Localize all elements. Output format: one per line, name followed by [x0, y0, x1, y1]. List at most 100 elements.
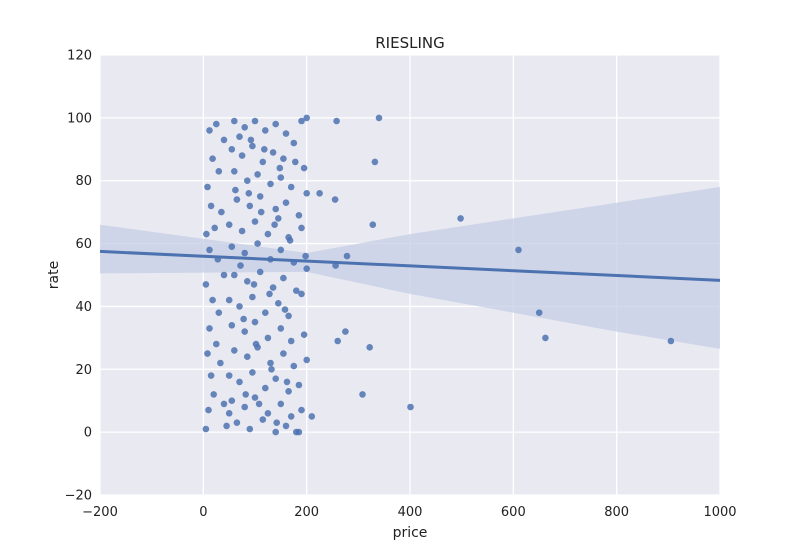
- data-point: [251, 117, 259, 125]
- data-point: [225, 221, 233, 228]
- data-point: [241, 249, 248, 257]
- x-tick-label: 200: [294, 505, 319, 520]
- x-tick-label: −200: [82, 505, 118, 520]
- data-point: [303, 356, 311, 364]
- data-point: [295, 212, 303, 219]
- data-point: [298, 290, 305, 298]
- data-point: [457, 215, 464, 222]
- data-point: [273, 419, 281, 427]
- regression-line: [99, 249, 721, 282]
- scatter-points: [202, 114, 675, 436]
- data-point: [269, 284, 277, 291]
- x-tick-label: 0: [199, 505, 207, 520]
- data-point: [334, 337, 342, 345]
- data-point: [204, 183, 211, 191]
- data-point: [333, 117, 340, 125]
- data-point: [298, 224, 305, 232]
- data-point: [215, 168, 223, 175]
- data-point: [207, 372, 215, 379]
- data-point: [277, 325, 285, 332]
- data-point: [542, 334, 549, 342]
- data-point: [359, 391, 366, 398]
- x-tick-label: 600: [501, 505, 526, 520]
- data-point: [259, 158, 267, 166]
- data-point: [237, 262, 244, 269]
- data-point: [247, 136, 255, 144]
- data-point: [209, 296, 216, 304]
- data-point: [249, 369, 256, 376]
- data-point: [300, 331, 308, 339]
- data-point: [375, 114, 383, 122]
- data-point: [286, 237, 294, 244]
- y-tick-label: 60: [75, 237, 92, 252]
- data-point: [241, 124, 248, 131]
- data-point: [280, 155, 287, 162]
- data-point: [287, 183, 295, 191]
- data-point: [251, 394, 259, 401]
- data-point: [241, 403, 248, 411]
- data-point: [293, 287, 300, 295]
- data-point: [241, 328, 248, 335]
- data-point: [298, 117, 305, 125]
- data-point: [231, 347, 238, 354]
- data-point: [303, 265, 311, 273]
- x-axis-label: price: [393, 525, 428, 541]
- x-tick-labels: −200 0 200 400 600 800 1000: [82, 505, 736, 520]
- data-point: [371, 158, 379, 166]
- data-point: [225, 410, 233, 417]
- data-point: [249, 142, 256, 150]
- data-point: [255, 400, 263, 408]
- data-point: [271, 221, 278, 228]
- data-point: [238, 152, 246, 159]
- data-point: [331, 196, 339, 203]
- data-point: [261, 146, 268, 153]
- data-point: [264, 410, 272, 417]
- data-point: [259, 416, 267, 423]
- y-tick-labels: −20 0 20 40 60 80 100 120: [65, 49, 92, 504]
- data-point: [240, 315, 247, 323]
- data-point: [254, 171, 261, 178]
- data-point: [225, 296, 233, 304]
- data-point: [236, 303, 243, 310]
- data-point: [275, 300, 282, 307]
- data-point: [266, 290, 273, 298]
- data-point: [209, 155, 216, 162]
- data-point: [282, 422, 290, 430]
- data-point: [249, 293, 256, 301]
- data-point: [220, 136, 228, 144]
- data-point: [251, 218, 259, 225]
- data-point: [206, 246, 213, 254]
- data-point: [281, 306, 289, 313]
- data-point: [250, 281, 258, 288]
- data-point: [203, 230, 210, 238]
- data-point: [272, 205, 280, 213]
- data-point: [231, 168, 238, 175]
- data-point: [298, 406, 305, 414]
- data-point: [256, 268, 264, 276]
- y-tick-label: −20: [65, 489, 92, 504]
- data-point: [308, 413, 316, 420]
- data-point: [232, 186, 239, 194]
- data-point: [295, 428, 303, 436]
- data-point: [272, 120, 280, 128]
- data-point: [207, 202, 215, 210]
- data-point: [295, 381, 303, 389]
- data-point: [366, 344, 374, 351]
- data-point: [228, 243, 236, 250]
- data-point: [223, 422, 230, 430]
- x-tick-label: 800: [604, 505, 629, 520]
- data-point: [343, 252, 351, 260]
- data-point: [225, 372, 233, 379]
- data-point: [277, 246, 285, 254]
- data-point: [269, 149, 277, 156]
- data-point: [667, 337, 675, 345]
- data-point: [342, 328, 349, 335]
- y-tick-label: 80: [75, 174, 92, 189]
- data-point: [285, 388, 292, 395]
- y-tick-label: 120: [67, 49, 92, 64]
- data-point: [256, 193, 264, 200]
- data-point: [300, 164, 308, 172]
- data-point: [262, 309, 269, 317]
- data-point: [369, 221, 377, 228]
- data-point: [206, 325, 213, 332]
